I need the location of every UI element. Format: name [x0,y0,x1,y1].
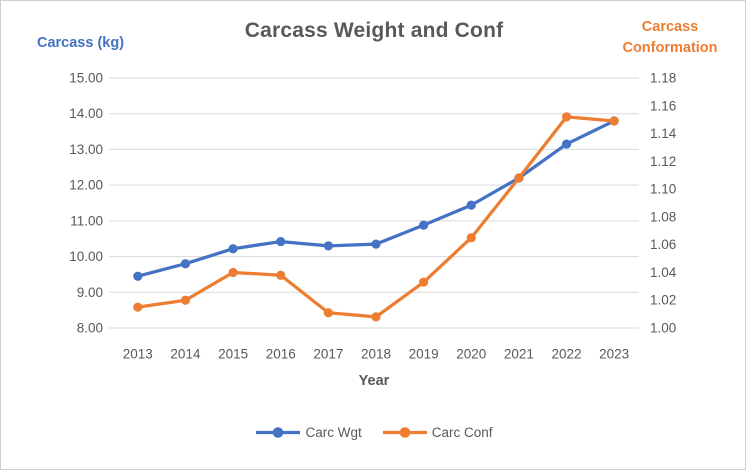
series-marker-carc-conf [180,295,191,305]
left-axis-tick-label: 12.00 [69,178,103,193]
series-marker-carc-conf [419,277,429,287]
series-marker-carc-wgt [561,139,572,149]
x-axis-tick-label: 2021 [504,347,534,362]
right-axis-title: Carcass Conformation [622,19,718,57]
x-axis-tick-label: 2022 [552,347,582,362]
left-axis-tick-label: 8.00 [77,321,103,336]
x-axis-tick-label: 2013 [123,347,153,362]
legend-label: Carc Wgt [305,425,362,440]
left-axis-tick-label: 14.00 [69,106,103,121]
right-axis-tick-label: 1.16 [650,98,676,113]
left-axis-title: Carcass (kg) [37,35,125,51]
series-marker-carc-conf [466,233,476,243]
series-marker-carc-wgt [133,271,143,281]
x-axis-tick-label: 2015 [218,347,248,362]
series-marker-carc-conf [371,312,381,322]
series-line-carc-conf [136,115,616,319]
x-axis-tick-label: 2016 [266,347,296,362]
series-marker-carc-conf [514,173,524,183]
series-marker-carc-conf [276,270,286,280]
legend-item-carc-wgt: Carc Wgt [255,425,362,440]
right-axis-tick-label: 1.18 [650,71,676,86]
series-marker-carc-wgt [276,236,286,247]
left-axis-tick-label: 11.00 [70,213,103,228]
left-axis-tick-label: 10.00 [69,249,103,264]
x-axis-tick-label: 2018 [361,347,391,362]
left-axis-tick-label: 15.00 [69,71,103,86]
x-axis-tick-label: 2019 [409,347,439,362]
right-axis-tick-label: 1.04 [650,265,677,280]
series-marker-carc-wgt [228,244,238,254]
right-axis-tick-label: 1.14 [650,126,677,141]
series-marker-carc-wgt [323,241,333,251]
right-axis-tick-label: 1.08 [650,209,676,224]
legend-label: Carc Conf [431,425,493,440]
x-axis-tick-label: 2017 [313,347,343,362]
series-marker-carc-wgt [180,259,191,269]
series-marker-carc-wgt [419,220,429,230]
series-marker-carc-conf [561,112,572,122]
right-axis-tick-label: 1.10 [650,182,676,197]
right-axis-tick-label: 1.00 [650,321,676,336]
x-axis-title: Year [358,373,390,389]
series-marker-carc-conf [323,308,333,318]
legend-item-carc-conf: Carc Conf [382,425,493,440]
series-marker-carc-conf [228,267,238,278]
series-marker-carc-conf [609,116,619,126]
x-axis-tick-label: 2014 [170,347,201,362]
series-marker-carc-conf [133,302,143,312]
left-axis-tick-label: 13.00 [69,142,103,157]
right-axis-tick-label: 1.06 [650,237,676,252]
x-axis-tick-label: 2023 [599,347,629,362]
right-axis-tick-label: 1.12 [650,154,676,169]
series-line-carc-wgt [136,119,616,278]
left-axis-tick-label: 9.00 [77,285,103,300]
x-axis-tick-label: 2020 [456,347,486,362]
legend-marker-icon [382,427,427,438]
legend: Carc Wgt Carc Conf [1,425,745,440]
chart-title: Carcass Weight and Conf [244,19,504,42]
legend-marker-icon [256,427,301,438]
series-marker-carc-wgt [371,239,381,249]
right-axis-tick-label: 1.02 [650,293,676,308]
series-marker-carc-wgt [466,200,476,210]
